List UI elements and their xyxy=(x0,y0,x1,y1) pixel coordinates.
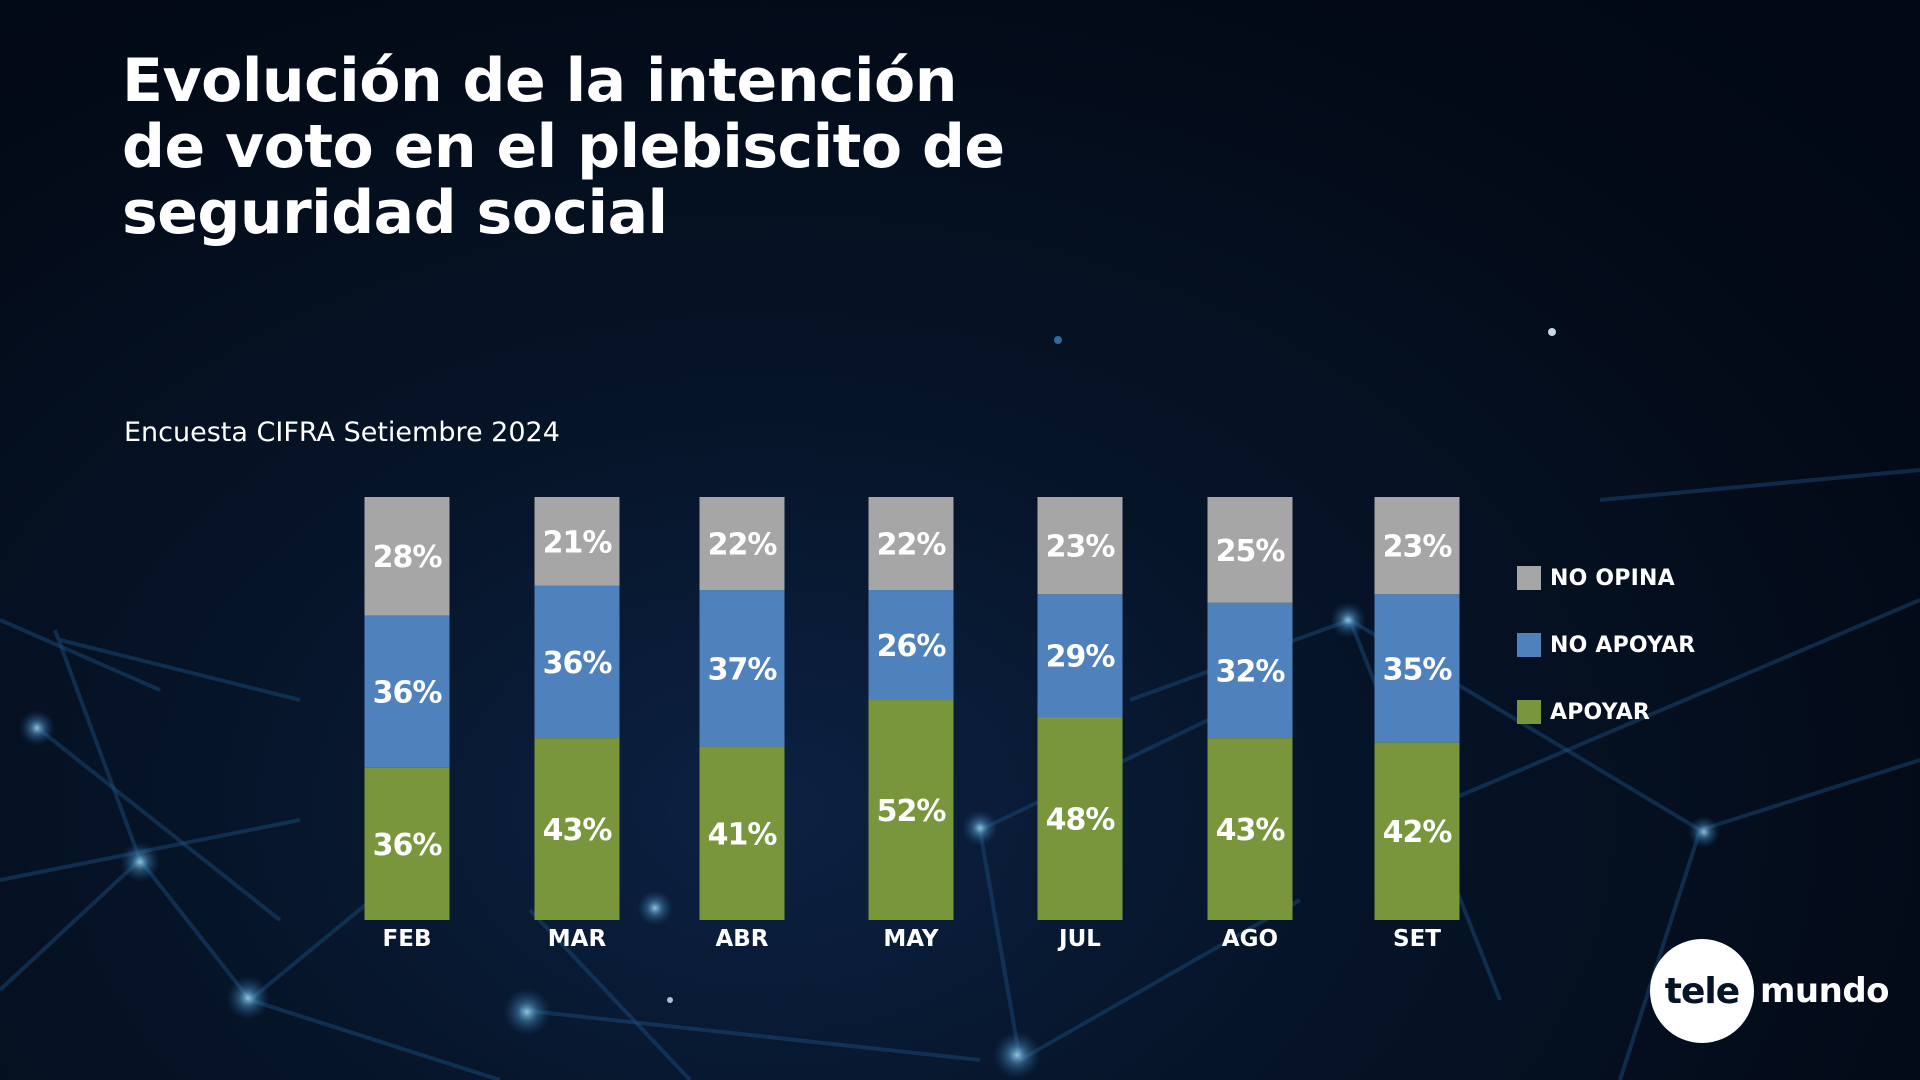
bar-segment-apoyar-may xyxy=(868,700,954,920)
x-tick-label: MAY xyxy=(883,926,938,952)
logo-wordmark: mundo xyxy=(1760,971,1890,1011)
legend-item-no-apoyar: NO APOYAR xyxy=(1517,632,1696,658)
bar-segment-apoyar-abr xyxy=(699,746,785,920)
bar-segment-no-opina-jul xyxy=(1037,497,1123,595)
data-label: 23% xyxy=(1046,530,1116,565)
data-label: 29% xyxy=(1046,640,1116,675)
telemundo-logo: tele mundo xyxy=(1650,939,1890,1043)
bar-segment-no-apoyar-feb xyxy=(364,615,450,768)
data-label: 42% xyxy=(1383,815,1453,850)
bar-group-set: 42% 35% 23% SET xyxy=(1374,497,1460,952)
data-label: 37% xyxy=(708,652,778,687)
data-label: 35% xyxy=(1383,652,1453,687)
legend-label: NO APOYAR xyxy=(1550,632,1696,658)
data-label: 22% xyxy=(877,528,947,563)
bar-segment-no-apoyar-ago xyxy=(1207,602,1293,739)
bar-segment-no-apoyar-mar xyxy=(534,585,620,739)
bar-group-ago: 43% 32% 25% AGO xyxy=(1207,497,1293,952)
chart-title: Evolución de la intención de voto en el … xyxy=(122,46,1005,248)
bar-segment-no-apoyar-may xyxy=(868,590,954,701)
legend-swatch-no-opina xyxy=(1517,566,1541,590)
data-label: 48% xyxy=(1046,802,1116,837)
x-tick-label: AGO xyxy=(1222,926,1278,952)
bar-segment-no-opina-feb xyxy=(364,497,450,616)
data-label: 36% xyxy=(543,646,613,681)
data-label: 36% xyxy=(373,828,443,863)
legend-label: APOYAR xyxy=(1550,699,1651,725)
data-label: 43% xyxy=(1216,813,1286,848)
bar-group-abr: 41% 37% 22% ABR xyxy=(699,497,785,952)
data-label: 36% xyxy=(373,676,443,711)
x-tick-label: SET xyxy=(1393,926,1441,952)
legend-item-no-opina: NO OPINA xyxy=(1517,565,1695,591)
bar-segment-no-apoyar-jul xyxy=(1037,594,1123,717)
bar-segment-no-opina-mar xyxy=(534,497,620,586)
legend-label: NO OPINA xyxy=(1550,565,1675,591)
data-label: 22% xyxy=(708,528,778,563)
bar-segment-apoyar-set xyxy=(1374,742,1460,920)
legend-item-apoyar: APOYAR xyxy=(1517,699,1695,725)
data-label: 52% xyxy=(877,794,947,829)
bar-segment-apoyar-feb xyxy=(364,767,450,920)
bar-group-may: 52% 26% 22% MAY xyxy=(868,497,954,952)
chart-legend: NO OPINA NO APOYAR APOYAR xyxy=(1517,566,1695,767)
data-label: 25% xyxy=(1216,534,1286,569)
data-label: 26% xyxy=(877,629,947,664)
bar-segment-no-opina-set xyxy=(1374,497,1460,595)
data-label: 28% xyxy=(373,540,443,575)
bar-segment-no-opina-may xyxy=(868,497,954,591)
bar-group-jul: 48% 29% 23% JUL xyxy=(1037,497,1123,952)
x-tick-label: ABR xyxy=(715,926,768,952)
legend-swatch-apoyar xyxy=(1517,700,1541,724)
logo-circle: tele xyxy=(1650,939,1754,1043)
legend-swatch-no-apoyar xyxy=(1517,633,1541,657)
chart-subtitle: Encuesta CIFRA Setiembre 2024 xyxy=(124,417,560,448)
data-label: 32% xyxy=(1216,654,1286,689)
data-label: 23% xyxy=(1383,530,1453,565)
bar-segment-no-opina-abr xyxy=(699,497,785,591)
bar-segment-apoyar-jul xyxy=(1037,716,1123,920)
bar-group-mar: 43% 36% 21% MAR xyxy=(534,497,620,952)
data-label: 21% xyxy=(543,525,613,560)
bar-segment-apoyar-mar xyxy=(534,738,620,920)
bar-group-feb: 36% 36% 28% FEB xyxy=(364,497,450,952)
bar-segment-apoyar-ago xyxy=(1207,738,1293,920)
data-label: 43% xyxy=(543,813,613,848)
bar-segment-no-apoyar-abr xyxy=(699,590,785,747)
data-label: 41% xyxy=(708,817,778,852)
x-tick-label: JUL xyxy=(1057,926,1101,952)
x-tick-label: FEB xyxy=(383,926,432,952)
x-tick-label: MAR xyxy=(548,926,607,952)
bar-segment-no-apoyar-set xyxy=(1374,594,1460,743)
bar-segment-no-opina-ago xyxy=(1207,497,1293,603)
